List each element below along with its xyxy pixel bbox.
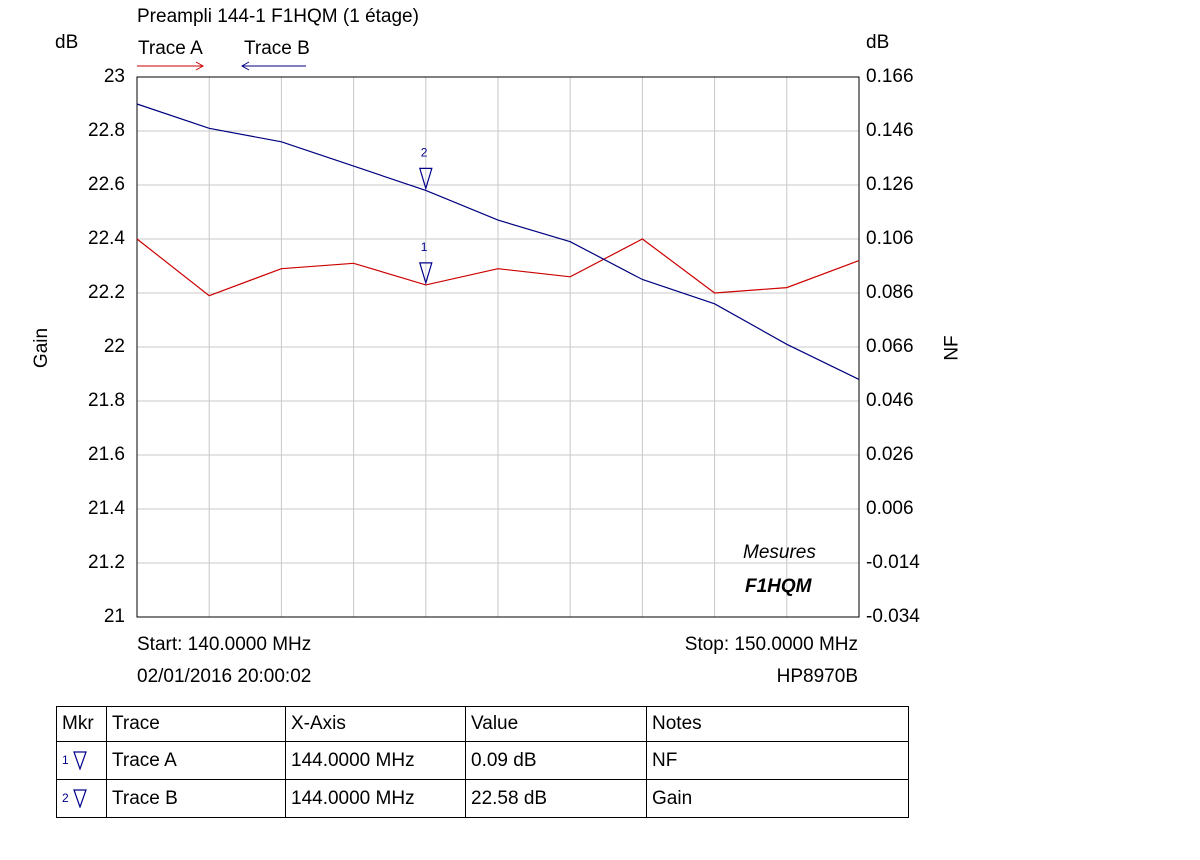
chart-title: Preampli 144-1 F1HQM (1 étage) (137, 6, 419, 27)
left-tick-label: 23 (103, 66, 125, 87)
plot-frame (136, 76, 860, 618)
grid (137, 77, 859, 617)
marker-triangle-icon (418, 167, 433, 191)
value-cell: 0.09 dB (465, 741, 647, 780)
right-tick-label: 0.126 (866, 174, 914, 195)
notes-cell: Gain (646, 779, 909, 818)
timestamp: 02/01/2016 20:00:02 (137, 666, 312, 687)
stamp-callsign: F1HQM (745, 576, 812, 597)
right-axis-unit: dB (866, 32, 890, 53)
marker-table-header: Mkr Trace X-Axis Value Notes (56, 706, 909, 742)
left-tick-label: 22.4 (88, 228, 125, 249)
legend-lines (137, 61, 306, 71)
left-tick-label: 22.6 (88, 174, 125, 195)
marker-cell: 2 (56, 779, 107, 818)
right-tick-label: 0.086 (866, 282, 914, 303)
left-axis-unit: dB (55, 32, 79, 53)
right-tick-label: 0.106 (866, 228, 914, 249)
left-tick-label: 22.8 (88, 120, 125, 141)
series-line-trace-a (136, 238, 860, 297)
stamp-mesures: Mesures (743, 542, 816, 563)
left-tick-label: 21.4 (88, 498, 125, 519)
legend-arrow-left-icon (240, 61, 250, 71)
marker-number: 2 (62, 791, 69, 806)
header-notes: Notes (646, 706, 909, 742)
legend-arrow-right-icon (195, 61, 205, 71)
right-tick-label: -0.014 (866, 552, 920, 573)
marker-label: 2 (421, 145, 428, 159)
x-axis-cell: 144.0000 MHz (285, 779, 466, 818)
right-tick-label: -0.034 (866, 606, 920, 627)
marker-label: 1 (421, 240, 428, 254)
series-line-trace-b (136, 103, 860, 380)
left-tick-label: 21 (103, 606, 125, 627)
header-value: Value (465, 706, 647, 742)
value-cell: 22.58 dB (465, 779, 647, 818)
legend-trace-b: Trace B (244, 38, 310, 59)
trace-cell: Trace A (106, 741, 286, 780)
marker-number: 1 (62, 753, 69, 768)
trace-cell: Trace B (106, 779, 286, 818)
left-tick-label: 22.2 (88, 282, 125, 303)
right-tick-label: 0.046 (866, 390, 914, 411)
marker-triangle-icon (72, 751, 87, 771)
start-frequency: Start: 140.0000 MHz (137, 634, 312, 655)
table-row: 2 Trace B 144.0000 MHz 22.58 dB Gain (56, 779, 909, 818)
stop-frequency: Stop: 150.0000 MHz (684, 634, 858, 655)
notes-cell: NF (646, 741, 909, 780)
header-mkr: Mkr (56, 706, 107, 742)
left-tick-label: 21.2 (88, 552, 125, 573)
left-tick-label: 22 (103, 336, 125, 357)
header-trace: Trace (106, 706, 286, 742)
right-tick-label: 0.026 (866, 444, 914, 465)
instrument-name: HP8970B (776, 666, 858, 687)
right-tick-label: 0.066 (866, 336, 914, 357)
series-layer (136, 103, 860, 380)
right-tick-label: 0.006 (866, 498, 914, 519)
left-tick-label: 21.6 (88, 444, 125, 465)
left-tick-label: 21.8 (88, 390, 125, 411)
chart-canvas: 12 (136, 61, 860, 618)
marker-triangle-icon (418, 262, 433, 285)
legend-trace-a: Trace A (138, 38, 203, 59)
marker-cell: 1 (56, 741, 107, 780)
marker-layer: 12 (418, 145, 433, 285)
right-tick-label: 0.166 (866, 66, 914, 87)
marker-table: Mkr Trace X-Axis Value Notes 1 Trace A 1… (56, 706, 909, 818)
right-tick-label: 0.146 (866, 120, 914, 141)
x-axis-cell: 144.0000 MHz (285, 741, 466, 780)
table-row: 1 Trace A 144.0000 MHz 0.09 dB NF (56, 741, 909, 780)
marker-triangle-icon (72, 789, 87, 809)
header-x-axis: X-Axis (285, 706, 466, 742)
